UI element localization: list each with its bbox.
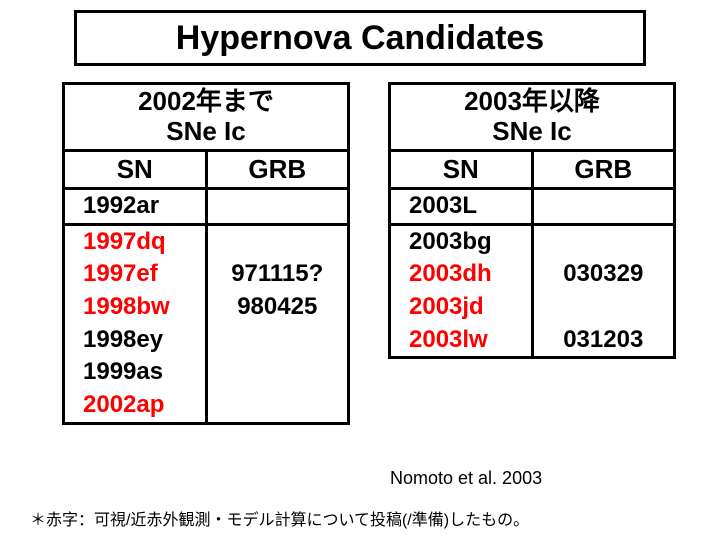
left-sn-cell-3: 1998bw bbox=[65, 291, 205, 324]
right-grb-cell-1 bbox=[534, 226, 674, 259]
page-title: Hypernova Candidates bbox=[176, 19, 544, 58]
left-grb-cell-2: 971115? bbox=[208, 258, 348, 291]
left-grb-cell-5 bbox=[208, 356, 348, 389]
right-sn-cell-3: 2003jd bbox=[391, 291, 531, 324]
right-body: 2003L2003bg2003dh2003jd2003lw 030329 031… bbox=[391, 190, 673, 357]
left-grb-cell-4 bbox=[208, 324, 348, 357]
right-grb-cell-2: 030329 bbox=[534, 258, 674, 291]
left-grb-cell-1 bbox=[208, 226, 348, 259]
title-box: Hypernova Candidates bbox=[74, 10, 646, 66]
left-sn-cell-6: 2002ap bbox=[65, 389, 205, 422]
right-header-title: 2003年以降 bbox=[391, 85, 673, 117]
left-col-grb: GRB bbox=[208, 152, 348, 187]
right-grb-cell-4: 031203 bbox=[534, 324, 674, 357]
left-sn-cell-2: 1997ef bbox=[65, 258, 205, 291]
right-grb-cell-3 bbox=[534, 291, 674, 324]
table-left: 2002年まで SNe Ic SN GRB 1992ar1997dq1997ef… bbox=[62, 82, 350, 425]
left-grb-cell-3: 980425 bbox=[208, 291, 348, 324]
left-sn-cell-5: 1999as bbox=[65, 356, 205, 389]
left-sn-cell-0: 1992ar bbox=[65, 190, 205, 226]
left-sn-cell-4: 1998ey bbox=[65, 324, 205, 357]
right-sn-column: 2003L2003bg2003dh2003jd2003lw bbox=[391, 190, 534, 357]
left-header-title: 2002年まで bbox=[65, 85, 347, 117]
left-header-sub: SNe Ic bbox=[65, 117, 347, 152]
right-col-sn: SN bbox=[391, 152, 534, 187]
left-sn-cell-1: 1997dq bbox=[65, 226, 205, 259]
right-col-headers: SN GRB bbox=[391, 152, 673, 190]
right-header-sub: SNe Ic bbox=[391, 117, 673, 152]
left-sn-column: 1992ar1997dq1997ef1998bw1998ey1999as2002… bbox=[65, 190, 208, 422]
table-right: 2003年以降 SNe Ic SN GRB 2003L2003bg2003dh2… bbox=[388, 82, 676, 359]
left-grb-cell-6 bbox=[208, 389, 348, 422]
right-col-grb: GRB bbox=[534, 152, 674, 187]
right-sn-cell-0: 2003L bbox=[391, 190, 531, 226]
right-sn-cell-2: 2003dh bbox=[391, 258, 531, 291]
left-grb-column: 971115?980425 bbox=[208, 190, 348, 422]
right-sn-cell-4: 2003lw bbox=[391, 324, 531, 357]
right-grb-column: 030329 031203 bbox=[534, 190, 674, 357]
right-grb-cell-0 bbox=[534, 190, 674, 226]
left-grb-cell-0 bbox=[208, 190, 348, 226]
right-sn-cell-1: 2003bg bbox=[391, 226, 531, 259]
left-col-headers: SN GRB bbox=[65, 152, 347, 190]
left-col-sn: SN bbox=[65, 152, 208, 187]
left-body: 1992ar1997dq1997ef1998bw1998ey1999as2002… bbox=[65, 190, 347, 422]
citation: Nomoto et al. 2003 bbox=[390, 468, 542, 489]
footnote: ＊赤字：可視/近赤外観測・モデル計算について投稿(/準備)したもの。 bbox=[30, 506, 529, 530]
